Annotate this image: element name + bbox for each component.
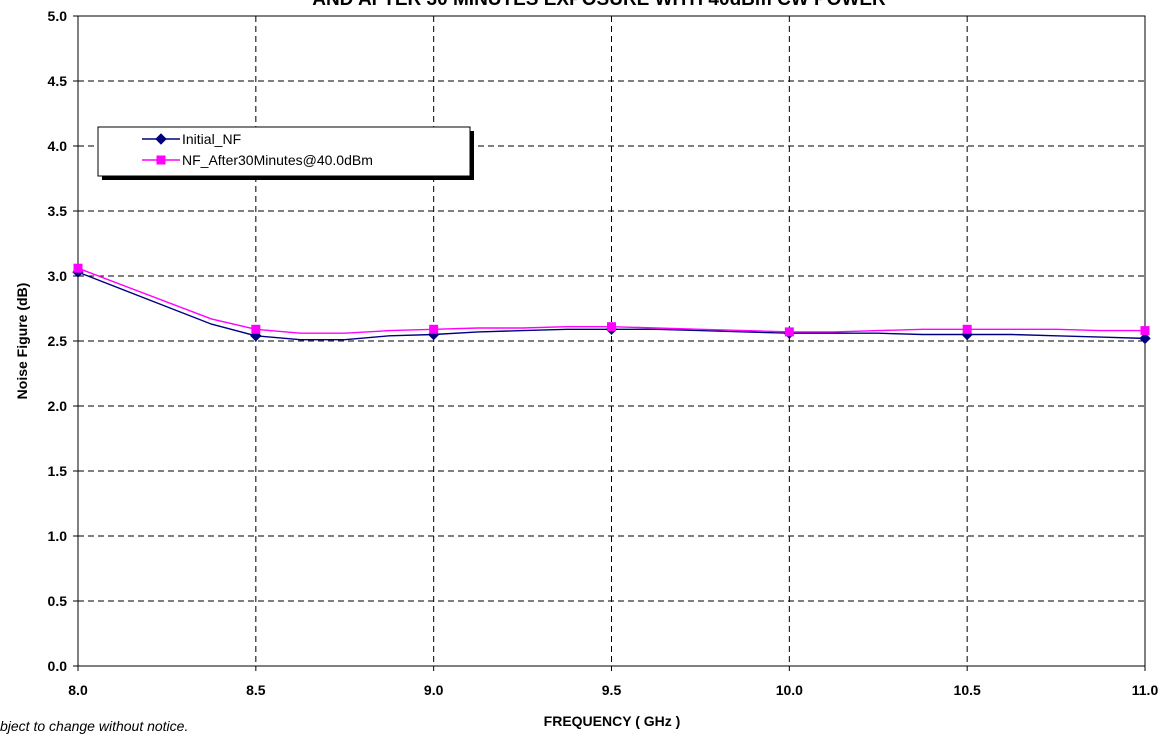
y-tick-label: 5.0: [48, 8, 68, 24]
x-tick-label: 8.0: [68, 682, 88, 698]
x-tick-label: 10.5: [954, 682, 981, 698]
data-point: [429, 324, 439, 334]
data-point: [1140, 326, 1150, 336]
y-tick-label: 1.0: [48, 528, 68, 544]
data-point: [1139, 332, 1151, 345]
y-tick-label: 0.5: [48, 593, 68, 609]
y-tick-label: 1.5: [48, 463, 68, 479]
footnote: bject to change without notice.: [0, 718, 189, 734]
y-tick-label: 2.5: [48, 333, 68, 349]
legend-marker: [155, 133, 167, 145]
x-tick-label: 8.5: [246, 682, 266, 698]
y-tick-label: 4.0: [48, 138, 68, 154]
grid-lines: [77, 15, 1146, 667]
y-tick-label: 0.0: [48, 658, 68, 674]
x-axis-ticks: 8.0 8.5 9.0 9.5 10.0 10.5 11.0: [68, 666, 1158, 698]
x-tick-label: 10.0: [776, 682, 803, 698]
y-tick-label: 3.0: [48, 268, 68, 284]
x-tick-label: 11.0: [1132, 682, 1159, 698]
legend-entry: NF_After30Minutes@40.0dBm: [142, 152, 373, 168]
series-line: [77, 267, 1145, 334]
data-point: [962, 324, 972, 334]
data-point: [784, 327, 794, 337]
y-tick-label: 3.5: [48, 203, 68, 219]
data-point: [73, 263, 83, 273]
y-axis-label: Noise Figure (dB): [14, 283, 30, 400]
data-point: [607, 322, 616, 332]
legend-label: Initial_NF: [182, 131, 241, 147]
chart-title: AND AFTER 30 MINUTES EXPOSURE WITH 40dBm…: [312, 0, 886, 10]
x-tick-label: 9.0: [424, 682, 444, 698]
series-layer: [72, 263, 1151, 345]
x-tick-label: 9.5: [602, 682, 622, 698]
series-2: [73, 263, 1150, 337]
y-tick-label: 4.5: [48, 73, 68, 89]
y-tick-label: 2.0: [48, 398, 68, 414]
legend-label: NF_After30Minutes@40.0dBm: [182, 152, 373, 168]
legend: Initial_NF NF_After30Minutes@40.0dBm: [97, 126, 474, 180]
series-line: [77, 271, 1146, 341]
legend-entry: Initial_NF: [142, 131, 241, 147]
x-axis-label: FREQUENCY ( GHz ): [544, 713, 681, 729]
y-axis-ticks: 0.0 0.5 1.0 1.5 2.0 2.5 3.0 3.5 4.0 4.5 5.0: [48, 8, 78, 674]
data-point: [251, 324, 261, 334]
legend-marker: [156, 155, 166, 165]
